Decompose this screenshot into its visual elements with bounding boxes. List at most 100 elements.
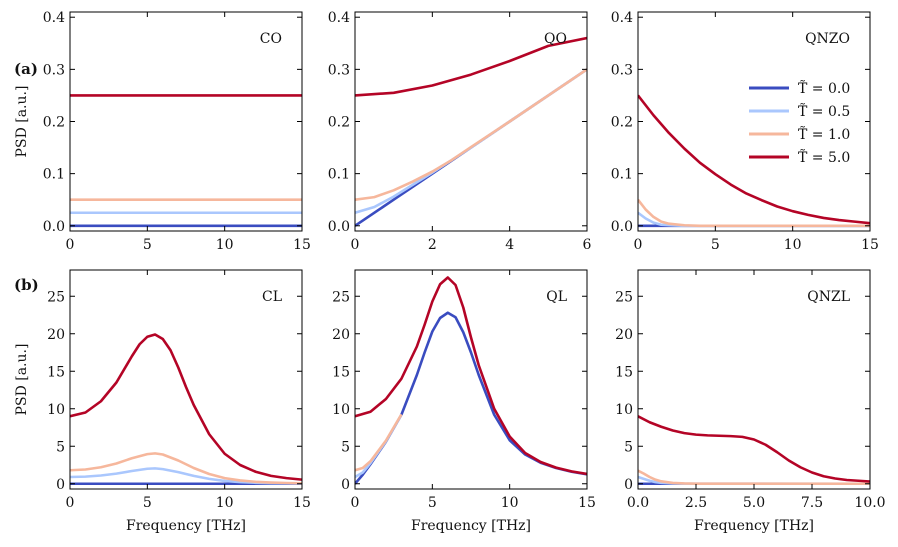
- series-group: [355, 276, 587, 485]
- y-tick-label: 0.4: [328, 10, 350, 26]
- x-tick-label: 6: [583, 237, 592, 253]
- series-line-3: [638, 94, 870, 225]
- panel-title: QNZO: [805, 31, 850, 47]
- row-label-a: (a): [14, 60, 38, 78]
- x-tick-label: 0: [351, 237, 360, 253]
- x-tick-label: 0.0: [627, 495, 649, 511]
- series-line-3: [70, 333, 302, 481]
- panel-qnzo: 0 5 10 15 0.0 0.1 0.2 0.3 0.4 QNZO: [611, 10, 879, 253]
- y-tick-label: 20: [332, 327, 350, 343]
- x-tick-label: 10: [216, 237, 234, 253]
- x-tick-label: 4: [505, 237, 514, 253]
- y-axis-label: PSD [a.u.]: [14, 86, 30, 158]
- y-tick-label: 20: [615, 327, 633, 343]
- series-line-2: [638, 198, 870, 228]
- y-tick-label: 0.0: [611, 219, 633, 235]
- series-group: [638, 94, 870, 228]
- y-tick-label: 0.4: [43, 10, 65, 26]
- series-line-3: [355, 276, 587, 476]
- series-line-2: [638, 469, 870, 486]
- y-axis-label: PSD [a.u.]: [14, 344, 30, 416]
- axes-frame: [354, 269, 588, 490]
- y-tick-label: 15: [615, 364, 633, 380]
- x-tick-label: 10: [216, 495, 234, 511]
- series-group: [638, 415, 870, 486]
- y-tick-label: 10: [47, 402, 65, 418]
- series-line-2: [355, 413, 403, 472]
- x-tick-label: 10.0: [854, 495, 885, 511]
- panel-title: CL: [262, 289, 282, 305]
- x-tick-label: 0: [351, 495, 360, 511]
- x-tick-label: 7.5: [801, 495, 823, 511]
- x-tick-label: 0: [66, 237, 75, 253]
- panel-cl: 0 5 10 15 0 5 10 15 20 25 CL Frequency [THz] PSD [a.…: [14, 269, 311, 534]
- x-tick-label: 5: [428, 495, 437, 511]
- y-tick-label: 0.3: [611, 62, 633, 78]
- y-tick-label: 10: [615, 402, 633, 418]
- panel-title: CO: [260, 31, 282, 47]
- panel-qnzl: 0.0 2.5 5.0 7.5 10.0 0 5 10 15 20 25 QNZL Frequency …: [615, 269, 886, 534]
- y-tick-label: 0: [624, 477, 633, 493]
- y-tick-label: 25: [615, 289, 633, 305]
- y-tick-label: 0.2: [43, 115, 65, 131]
- y-tick-label: 10: [332, 402, 350, 418]
- x-tick-label: 5: [143, 237, 152, 253]
- y-tick-label: 15: [47, 364, 65, 380]
- row-label-b: (b): [14, 276, 39, 294]
- panels-group: 0 5 10 15 0.0 0.1 0.2 0.3 0.4 CO PSD [a.u.] 0 2 4 6 0.0…: [14, 10, 886, 534]
- series-line-3: [355, 36, 587, 97]
- panel-qo: 0 2 4 6 0.0 0.1 0.2 0.3 0.4 QO: [328, 10, 592, 253]
- y-tick-label: 5: [341, 439, 350, 455]
- y-tick-label: 0.0: [43, 219, 65, 235]
- legend: T̃ = 0.0 T̃ = 0.5 T̃ = 1.0 T̃ = 5.0: [749, 79, 850, 166]
- x-tick-label: 5: [711, 237, 720, 253]
- x-tick-label: 0: [634, 237, 643, 253]
- x-tick-label: 10: [784, 237, 802, 253]
- y-tick-label: 0.1: [328, 167, 350, 183]
- x-tick-label: 5.0: [743, 495, 765, 511]
- x-tick-label: 0: [66, 495, 75, 511]
- legend-label-1: T̃ = 0.5: [798, 102, 850, 120]
- y-tick-label: 15: [332, 364, 350, 380]
- x-tick-label: 10: [501, 495, 519, 511]
- legend-label-2: T̃ = 1.0: [798, 125, 850, 143]
- x-axis-label: Frequency [THz]: [126, 518, 246, 534]
- x-tick-label: 15: [293, 237, 311, 253]
- y-tick-label: 0: [56, 477, 65, 493]
- x-tick-label: 2.5: [685, 495, 707, 511]
- y-tick-label: 0.4: [611, 10, 633, 26]
- y-tick-label: 5: [624, 439, 633, 455]
- y-tick-label: 20: [47, 327, 65, 343]
- series-line-2: [70, 452, 302, 485]
- series-group: [70, 333, 302, 486]
- x-axis-label: Frequency [THz]: [411, 518, 531, 534]
- y-tick-label: 0.3: [328, 62, 350, 78]
- y-tick-label: 0.0: [328, 219, 350, 235]
- y-tick-label: 5: [56, 439, 65, 455]
- panel-title: QO: [544, 31, 567, 47]
- y-tick-label: 0.3: [43, 62, 65, 78]
- panel-title: QNZL: [807, 289, 850, 305]
- series-line-2: [355, 68, 587, 201]
- x-tick-label: 15: [861, 237, 879, 253]
- y-tick-label: 0.2: [328, 115, 350, 131]
- y-tick-label: 25: [47, 289, 65, 305]
- x-tick-label: 15: [578, 495, 596, 511]
- legend-label-0: T̃ = 0.0: [798, 79, 850, 97]
- y-tick-label: 0: [341, 477, 350, 493]
- series-group: [70, 94, 302, 228]
- x-tick-label: 5: [143, 495, 152, 511]
- y-tick-label: 0.1: [43, 167, 65, 183]
- panel-ql: 0 5 10 15 0 5 10 15 20 25 QL Frequency [THz]: [332, 269, 596, 534]
- x-axis-label: Frequency [THz]: [694, 518, 814, 534]
- legend-label-3: T̃ = 5.0: [798, 148, 850, 166]
- x-tick-label: 15: [293, 495, 311, 511]
- x-tick-label: 2: [428, 237, 437, 253]
- y-tick-label: 25: [332, 289, 350, 305]
- panel-co: 0 5 10 15 0.0 0.1 0.2 0.3 0.4 CO PSD [a.u.]: [14, 10, 311, 253]
- y-tick-label: 0.2: [611, 115, 633, 131]
- panel-title: QL: [546, 289, 567, 305]
- axes-frame: [69, 269, 303, 490]
- series-group: [355, 36, 587, 227]
